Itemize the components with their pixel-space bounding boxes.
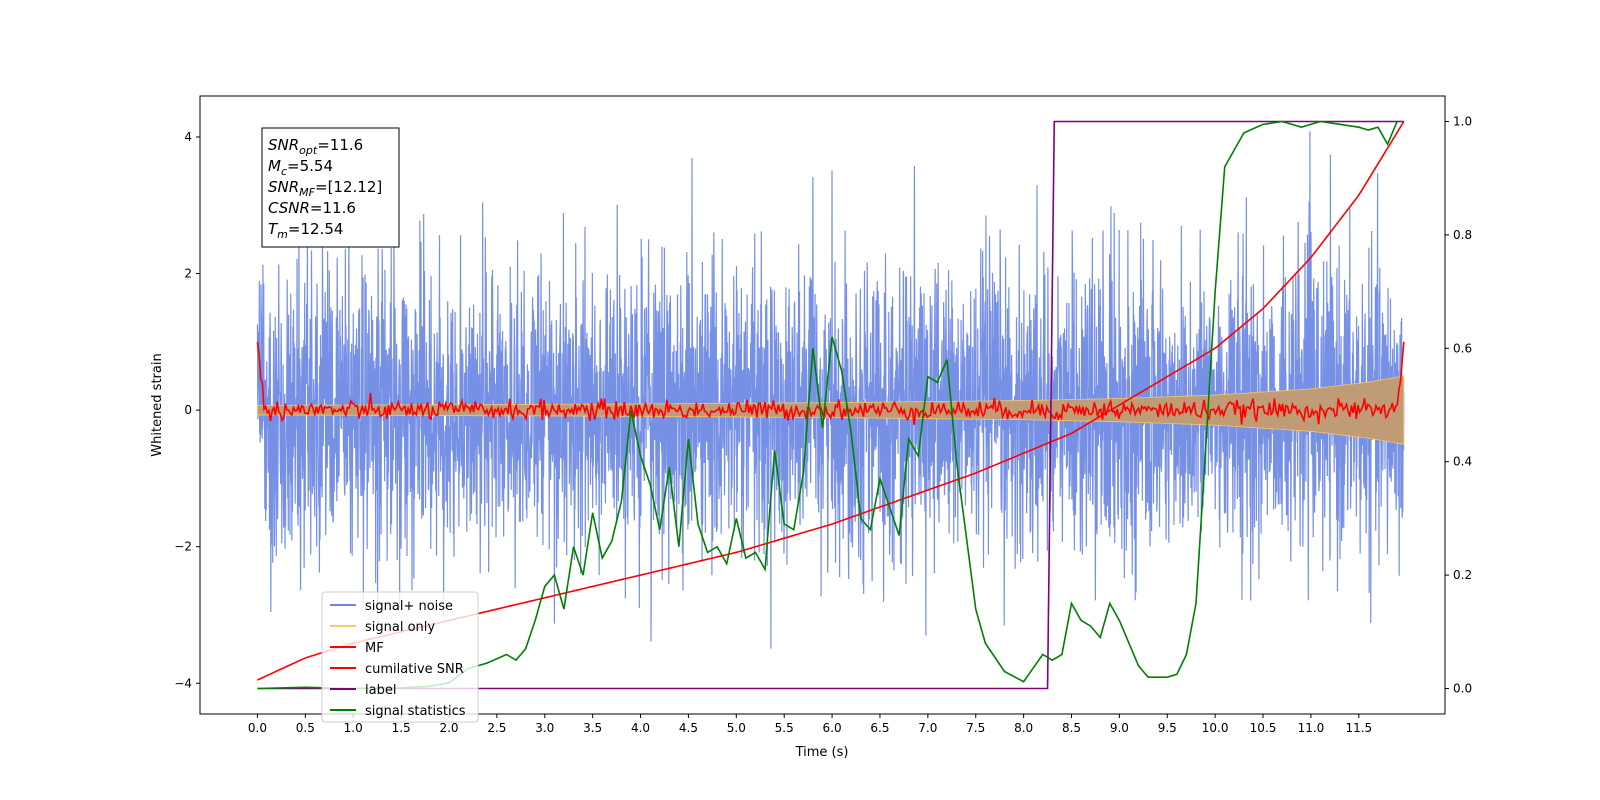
annotation-line: Tm=12.54 — [268, 220, 343, 241]
y-tick-label: 4 — [184, 130, 192, 144]
annotation-line: CSNR=11.6 — [268, 199, 356, 217]
legend-label: MF — [365, 641, 384, 656]
x-tick-label: 8.5 — [1062, 721, 1081, 735]
annotation-symbol: SNR — [268, 178, 299, 196]
y-axis-right: 0.0 0.2 0.4 0.6 0.8 1.0 — [1445, 115, 1472, 695]
y2-tick-label: 1.0 — [1453, 115, 1472, 129]
x-tick-label: 11.0 — [1298, 721, 1325, 735]
annotation-subscript: opt — [299, 144, 318, 157]
x-tick-label: 8.0 — [1014, 721, 1033, 735]
y-tick-label: 2 — [184, 267, 192, 281]
legend-label: signal+ noise — [365, 599, 453, 614]
annotation-value: =12.54 — [288, 220, 344, 238]
x-tick-label: 0.5 — [296, 721, 315, 735]
y-axis-left: −4 −2 0 2 4 — [174, 130, 200, 690]
series-label — [257, 120, 1404, 690]
x-tick-label: 10.5 — [1250, 721, 1277, 735]
annotation-line: Mc=5.54 — [268, 157, 333, 178]
y-tick-label: 0 — [184, 403, 192, 417]
x-tick-label: 7.0 — [918, 721, 937, 735]
x-tick-label: 6.5 — [870, 721, 889, 735]
annotation-line: SNRopt=11.6 — [268, 136, 363, 157]
x-tick-label: 7.5 — [966, 721, 985, 735]
x-tick-label: 5.5 — [775, 721, 794, 735]
annotation-value: =[12.12] — [315, 178, 382, 196]
y2-tick-label: 0.8 — [1453, 228, 1472, 242]
legend: signal+ noise signal only MF cumilative SNR… — [321, 591, 479, 723]
y-tick-label: −2 — [174, 540, 192, 554]
legend-frame — [321, 591, 479, 723]
series-mf — [256, 341, 1405, 425]
x-tick-label: 2.0 — [439, 721, 458, 735]
x-axis-label: Time (s) — [795, 745, 849, 760]
annotation-symbol: T — [268, 220, 279, 238]
annotation-symbol: SNR — [268, 136, 299, 154]
annotation-subscript: m — [277, 228, 288, 241]
x-tick-label: 4.5 — [679, 721, 698, 735]
legend-label: cumilative SNR — [365, 662, 464, 677]
x-tick-label: 9.0 — [1110, 721, 1129, 735]
x-tick-label: 2.5 — [487, 721, 506, 735]
x-tick-label: 4.0 — [631, 721, 650, 735]
annotation-symbol: M — [268, 157, 281, 175]
y-axis-label: Whitened strain — [150, 353, 165, 456]
x-tick-label: 9.5 — [1158, 721, 1177, 735]
annotation-line: SNRMF=[12.12] — [268, 178, 382, 199]
annotation-symbol: CSNR — [268, 199, 310, 217]
y2-tick-label: 0.4 — [1453, 455, 1472, 469]
series-signal-statistics — [257, 120, 1398, 690]
x-tick-label: 0.0 — [248, 721, 267, 735]
x-tick-label: 5.0 — [727, 721, 746, 735]
legend-label: label — [365, 683, 396, 698]
x-tick-label: 1.5 — [392, 721, 411, 735]
y-tick-label: −4 — [174, 676, 192, 690]
annotation-box: SNRopt=11.6Mc=5.54SNRMF=[12.12]CSNR=11.6… — [261, 127, 400, 248]
annotation-value: =11.6 — [317, 136, 363, 154]
plot-frame — [199, 95, 1446, 715]
x-tick-label: 11.5 — [1345, 721, 1372, 735]
legend-label: signal only — [365, 620, 435, 635]
x-tick-label: 3.5 — [583, 721, 602, 735]
y2-tick-label: 0.6 — [1453, 341, 1472, 355]
annotation-value: =5.54 — [287, 157, 333, 175]
y2-tick-label: 0.2 — [1453, 568, 1472, 582]
x-tick-label: 1.0 — [344, 721, 363, 735]
y2-tick-label: 0.0 — [1453, 681, 1472, 695]
annotation-subscript: MF — [299, 186, 315, 199]
annotation-frame — [261, 127, 400, 248]
annotation-value: =11.6 — [310, 199, 356, 217]
x-tick-label: 3.0 — [535, 721, 554, 735]
x-tick-label: 6.0 — [823, 721, 842, 735]
x-axis: 0.0 0.5 1.0 1.5 2.0 2.5 3.0 3.5 4.0 4.5 5.0 5.5 6.0 6… — [248, 714, 1372, 735]
legend-label: signal statistics — [365, 704, 466, 719]
annotation-subscript: c — [281, 165, 287, 178]
series-signal-only — [257, 375, 1405, 445]
x-tick-label: 10.0 — [1202, 721, 1229, 735]
